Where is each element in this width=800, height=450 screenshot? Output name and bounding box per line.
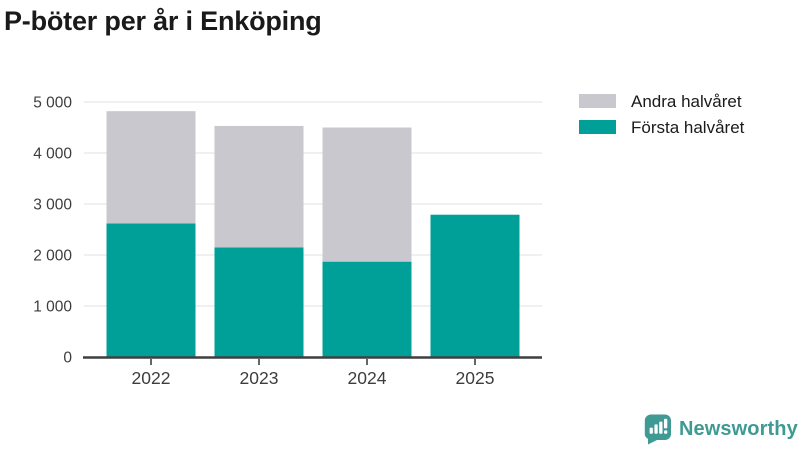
legend-swatch-forsta-halvaret	[579, 120, 616, 134]
bar-segment-2023-forsta	[214, 247, 304, 357]
legend-item-andra-halvaret: Andra halvåret	[579, 91, 744, 111]
y-tick-label: 5 000	[33, 95, 72, 112]
y-tick-label: 1 000	[33, 299, 72, 316]
bar-segment-2023-andra	[214, 125, 304, 248]
y-tick-label: 3 000	[33, 197, 72, 214]
chart-legend: Andra halvåret Första halvåret	[579, 93, 744, 145]
y-tick-label: 0	[63, 350, 72, 367]
newsworthy-logo-link[interactable]: Newsworthy	[644, 414, 798, 445]
x-tick-label: 2022	[132, 368, 171, 388]
x-tick-label: 2023	[240, 368, 279, 388]
y-tick-label: 4 000	[33, 146, 72, 163]
x-tick-label: 2024	[348, 368, 387, 388]
y-tick-label: 2 000	[33, 248, 72, 265]
newsworthy-wordmark: Newsworthy	[679, 418, 798, 440]
bar-segment-2024-forsta	[322, 261, 412, 357]
chart-title: P-böter per år i Enköping	[4, 6, 322, 36]
newsworthy-bubble-icon	[644, 414, 671, 445]
bar-segment-2022-forsta	[106, 223, 196, 357]
bar-segment-2022-andra	[106, 111, 196, 224]
legend-label-forsta-halvaret: Första halvåret	[631, 117, 745, 137]
x-tick-label: 2025	[456, 368, 495, 388]
legend-label-andra-halvaret: Andra halvåret	[631, 91, 742, 111]
bar-segment-2024-andra	[322, 127, 412, 262]
bar-segment-2025-forsta	[430, 214, 520, 357]
legend-item-forsta-halvaret: Första halvåret	[579, 117, 745, 137]
legend-swatch-andra-halvaret	[579, 94, 616, 108]
stacked-bar-chart: 0 1 000 2 000 3 000 4 000 5 000 2022 2023 2024 20…	[33, 95, 542, 388]
